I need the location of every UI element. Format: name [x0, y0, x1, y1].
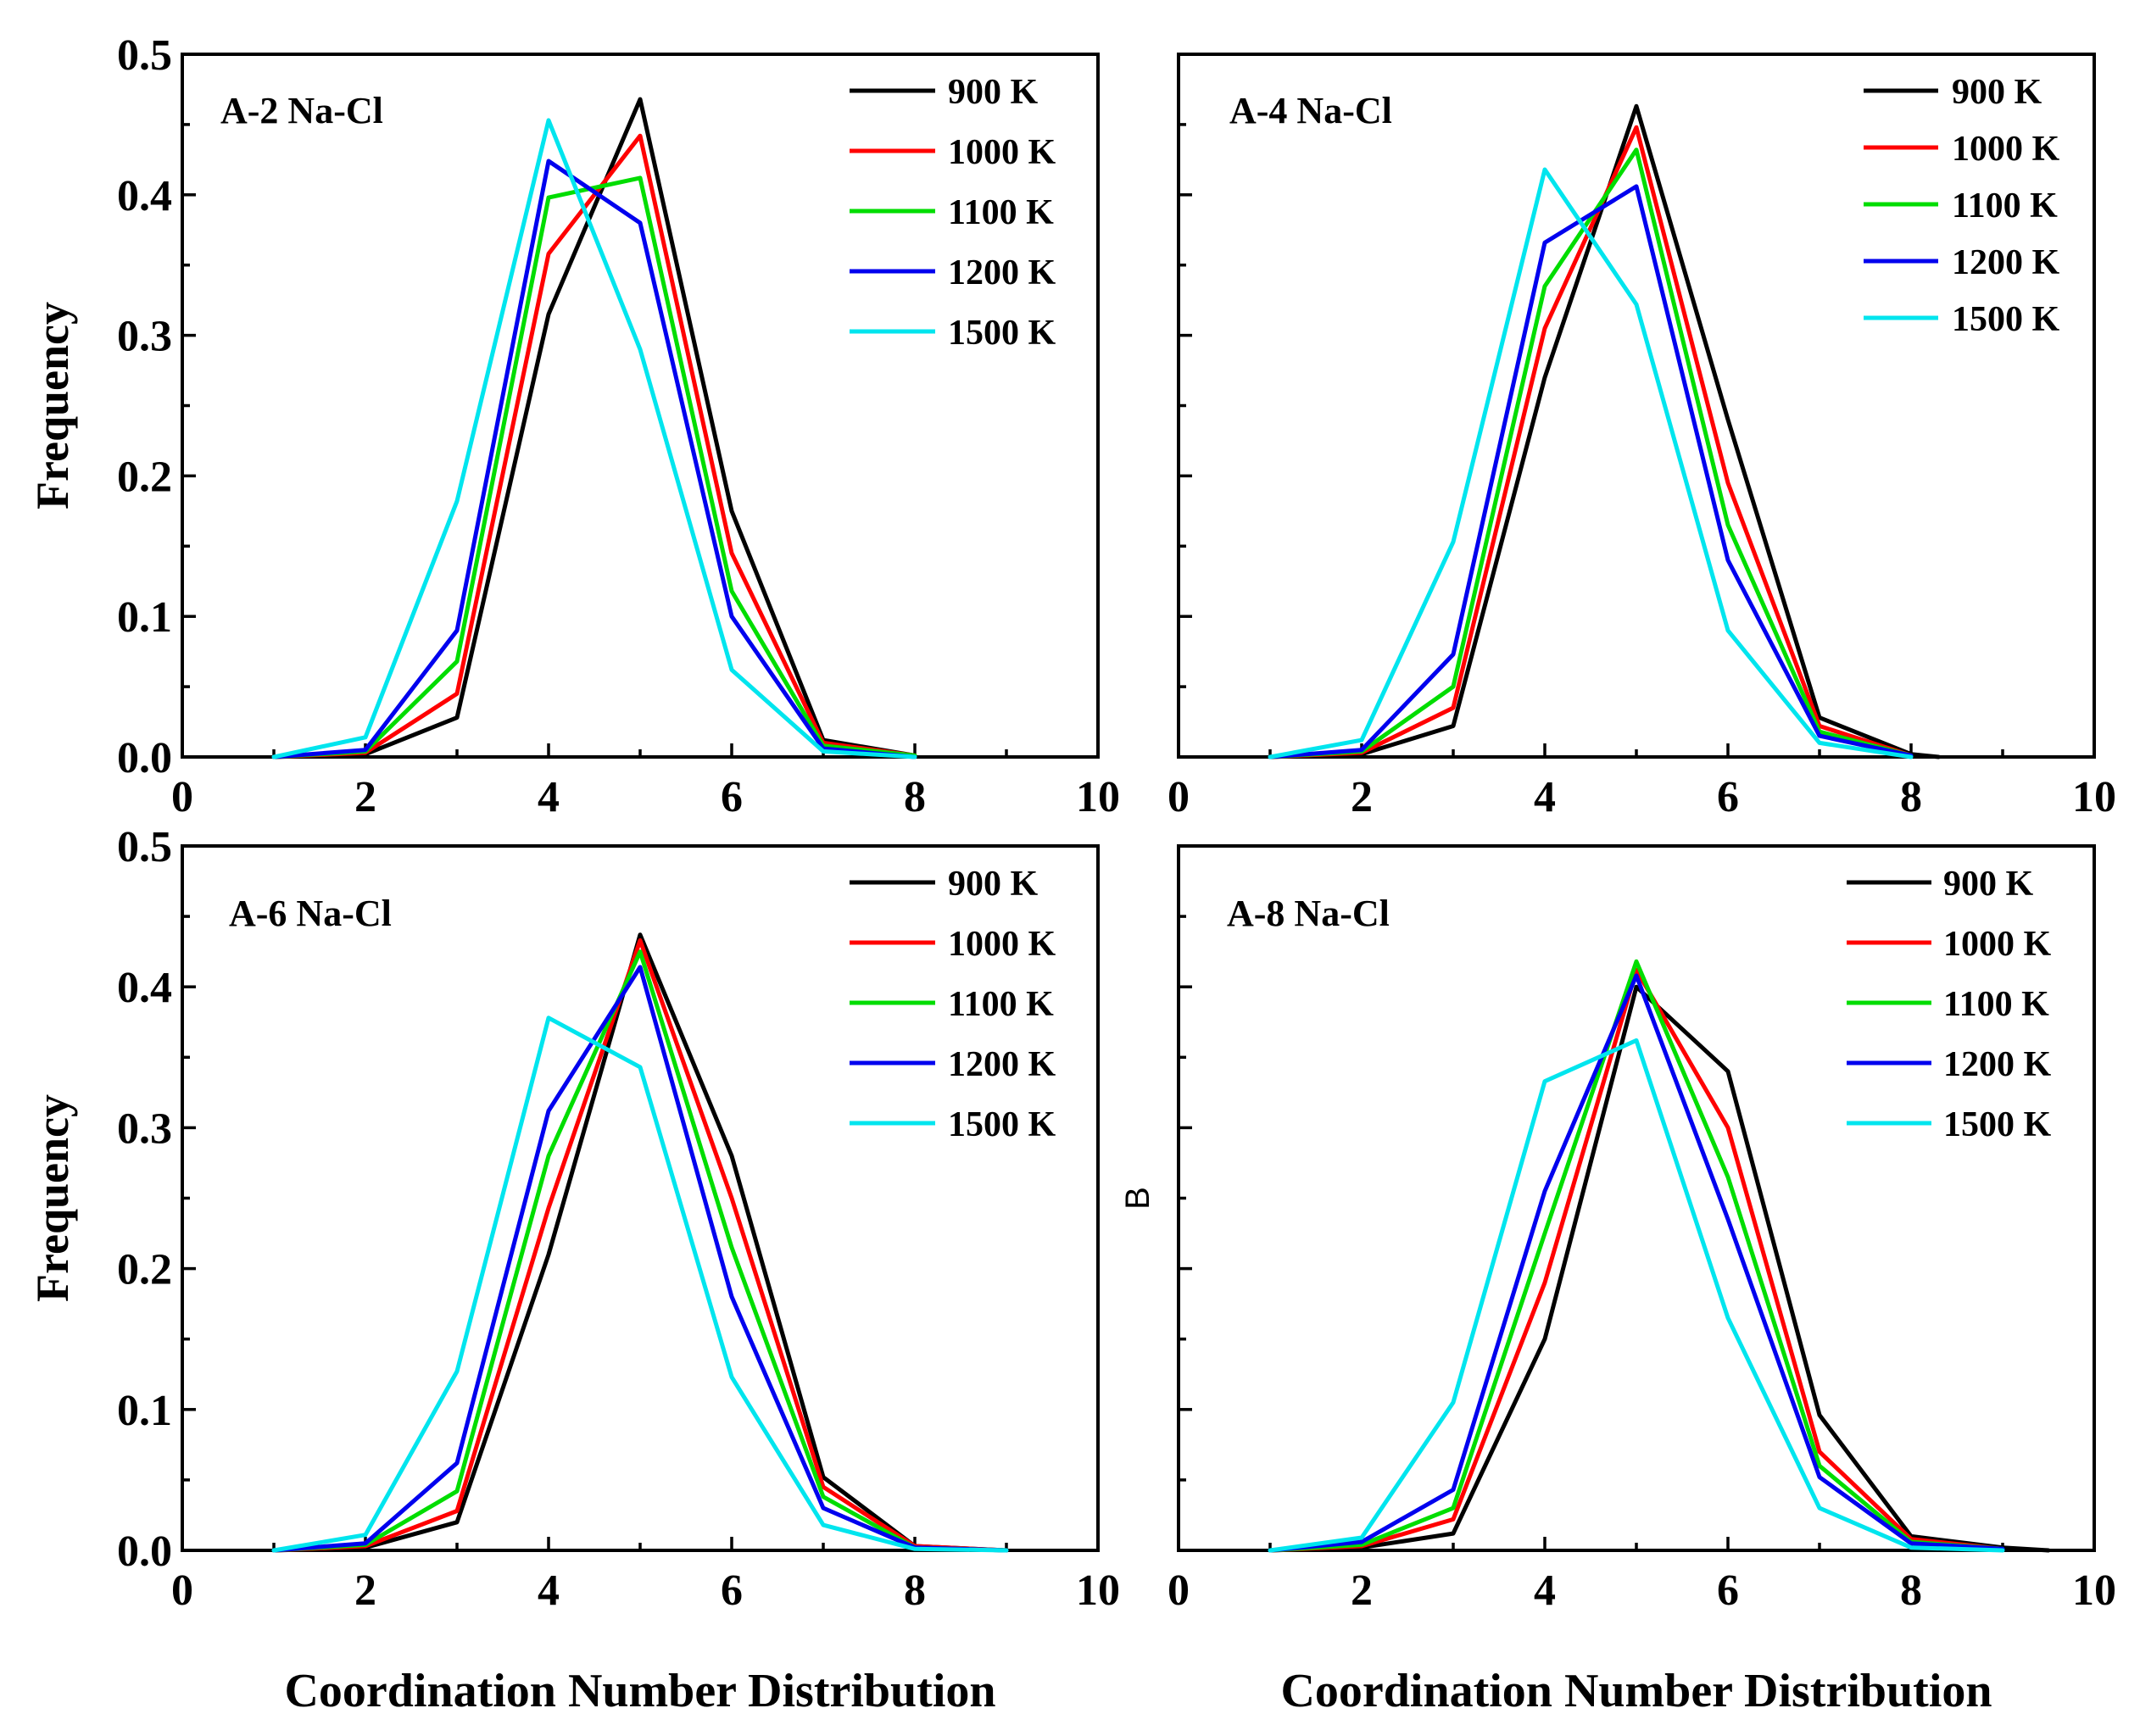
series-line-1000k	[1268, 125, 1914, 760]
y-tick-label: 0.3	[117, 1104, 172, 1153]
x-tick-label: 8	[1900, 1566, 1922, 1615]
legend-label: 1100 K	[948, 193, 1054, 232]
series-line-1500k	[1268, 167, 1914, 760]
y-tick-label: 0.2	[117, 453, 172, 501]
series-line-1500k	[271, 1015, 1009, 1553]
legend-label: 900 K	[948, 73, 1039, 112]
y-axis-label: Frequency	[27, 1094, 78, 1302]
panel-title: A-8 Na-Cl	[1227, 893, 1390, 934]
legend-label: 1000 K	[948, 133, 1056, 172]
legend-label: 1500 K	[1952, 300, 2060, 339]
x-tick-label: 2	[354, 773, 376, 821]
legend-label: 1100 K	[948, 985, 1054, 1024]
panel-title: A-4 Na-Cl	[1229, 90, 1392, 131]
legend-label: 1100 K	[1943, 985, 2049, 1024]
panel-2: 0 2 4 6 8 10 A-4 Na-Cl 900 K 1000 K 1100 K 1200 K 1…	[1168, 53, 2116, 821]
y-tick-label: 0.2	[117, 1246, 172, 1294]
series-line-1500k	[1268, 1038, 2005, 1553]
x-tick-label: 4	[1534, 1566, 1556, 1615]
panel-title: A-2 Na-Cl	[220, 90, 383, 131]
y-tick-label: 0.1	[117, 593, 172, 642]
legend-label: 1000 K	[1943, 925, 2052, 964]
series-line-1100k	[1268, 147, 1914, 760]
legend: 900 K 1000 K 1100 K 1200 K 1500 K	[1864, 73, 2060, 339]
x-tick-label: 10	[1076, 773, 1120, 821]
x-tick-label: 0	[171, 1566, 193, 1615]
legend-label: 1200 K	[948, 253, 1056, 292]
series-line-1100k	[1268, 959, 2005, 1553]
series-line-900k	[271, 932, 1009, 1553]
x-tick-label: 6	[1717, 773, 1739, 821]
y-tick-label: 0.5	[117, 31, 172, 80]
y-axis-label: B	[1119, 1187, 1156, 1210]
legend-label: 1200 K	[1943, 1045, 2052, 1084]
series-line-1000k	[271, 133, 917, 760]
legend: 900 K 1000 K 1100 K 1200 K 1500 K	[850, 865, 1056, 1144]
y-tick-label: 0.0	[117, 1527, 172, 1576]
legend-label: 1000 K	[948, 925, 1056, 964]
x-tick-label: 4	[1534, 773, 1556, 821]
legend: 900 K 1000 K 1100 K 1200 K 1500 K	[850, 73, 1056, 353]
legend-label: 1500 K	[948, 314, 1056, 353]
legend-label: 1000 K	[1952, 130, 2060, 169]
panel-1: 0 2 4 6 8 10 0.0 0.1 0.2 0.3 0.4 0.5 A-2 Na-Cl 900 K 1…	[27, 31, 1120, 821]
legend-label: 900 K	[948, 865, 1039, 904]
y-tick-label: 0.0	[117, 734, 172, 782]
y-tick-label: 0.3	[117, 313, 172, 361]
legend-label: 900 K	[1943, 865, 2034, 904]
y-axis-label: Frequency	[27, 302, 78, 509]
series-line-1200k	[1268, 973, 2005, 1553]
legend-label: 1500 K	[1943, 1105, 2052, 1144]
y-tick-label: 0.4	[117, 172, 172, 220]
series-line-1200k	[1268, 184, 1914, 760]
x-tick-label: 0	[1168, 773, 1190, 821]
x-tick-label: 4	[538, 1566, 560, 1615]
x-axis-label: Coordination Number Distribution	[1280, 1665, 1992, 1717]
series-line-1500k	[271, 118, 917, 760]
legend-label: 1200 K	[1952, 243, 2060, 282]
x-tick-label: 2	[1351, 773, 1373, 821]
series-line-900k	[271, 97, 917, 760]
series-line-1200k	[271, 965, 1009, 1553]
series-line-1100k	[271, 949, 1009, 1553]
y-tick-label: 0.5	[117, 823, 172, 871]
x-tick-label: 4	[538, 773, 560, 821]
y-tick-label: 0.1	[117, 1387, 172, 1435]
x-tick-label: 8	[1900, 773, 1922, 821]
y-tick-label: 0.4	[117, 964, 172, 1012]
x-tick-label: 2	[354, 1566, 376, 1615]
panel-3: 0 2 4 6 8 10 0.0 0.1 0.2 0.3 0.4 0.5 A-6 Na-Cl 900 K 1…	[27, 823, 1120, 1717]
legend: 900 K 1000 K 1100 K 1200 K 1500 K	[1847, 865, 2052, 1144]
x-tick-label: 10	[1076, 1566, 1120, 1615]
x-tick-label: 6	[721, 1566, 743, 1615]
x-tick-label: 2	[1351, 1566, 1373, 1615]
panel-4: 0 2 4 6 8 10 A-8 Na-Cl 900 K 1000 K 1100 K 1200 K 1…	[1119, 844, 2116, 1717]
panel-title: A-6 Na-Cl	[229, 893, 392, 934]
x-tick-label: 8	[904, 773, 926, 821]
x-tick-label: 6	[721, 773, 743, 821]
series-line-900k	[1268, 984, 2051, 1553]
x-tick-label: 6	[1717, 1566, 1739, 1615]
series-line-1000k	[1268, 967, 2005, 1553]
x-tick-label: 8	[904, 1566, 926, 1615]
series-line-1100k	[271, 175, 917, 760]
legend-label: 900 K	[1952, 73, 2042, 112]
x-tick-label: 0	[171, 773, 193, 821]
legend-label: 1500 K	[948, 1105, 1056, 1144]
x-tick-label: 10	[2072, 773, 2116, 821]
x-axis-label: Coordination Number Distribution	[284, 1665, 995, 1717]
x-tick-label: 0	[1168, 1566, 1190, 1615]
series-line-1200k	[271, 159, 917, 760]
series-line-1000k	[271, 938, 1009, 1553]
x-tick-label: 10	[2072, 1566, 2116, 1615]
series-line-900k	[1268, 103, 1941, 760]
legend-label: 1100 K	[1952, 186, 2058, 225]
legend-label: 1200 K	[948, 1045, 1056, 1084]
